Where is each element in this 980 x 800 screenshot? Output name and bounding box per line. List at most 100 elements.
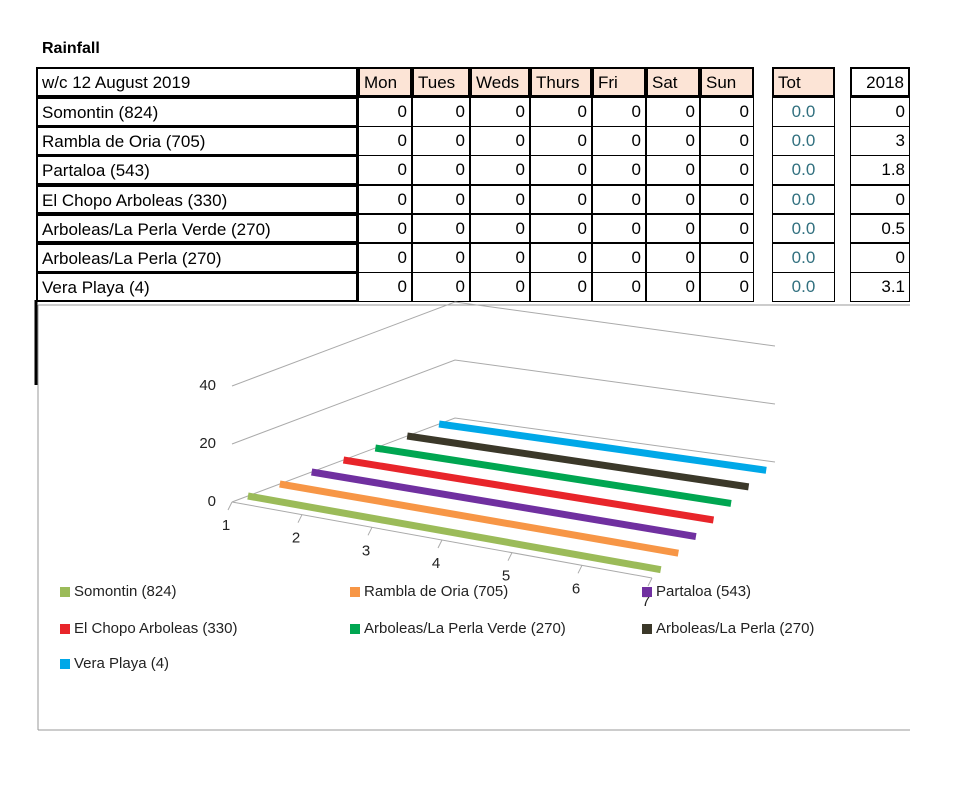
x-tick [367, 527, 373, 536]
table-cell: 0 [358, 126, 412, 156]
legend-label: Somontin (824) [74, 583, 177, 600]
grid-line [231, 301, 776, 387]
table-cell: 0 [470, 213, 530, 244]
table-cell: El Chopo Arboleas (330) [36, 184, 358, 215]
x-tick-label: 2 [292, 530, 300, 547]
table-cell: 0 [470, 126, 530, 156]
table-cell: 1.8 [850, 155, 910, 185]
table-cell: 0 [850, 97, 910, 127]
legend-swatch [350, 624, 360, 634]
table-cell: 0 [850, 243, 910, 273]
table-cell: 0 [646, 155, 700, 185]
y-tick-label: 0 [208, 493, 216, 510]
x-tick [297, 514, 303, 523]
table-cell: 0 [700, 126, 754, 156]
table-cell: 0 [592, 243, 646, 273]
x-tick-label: 5 [502, 568, 510, 585]
table-cell: 0 [850, 184, 910, 215]
table-cell: 0 [592, 126, 646, 156]
x-tick-label: 1 [222, 517, 230, 534]
legend-swatch [642, 587, 652, 597]
table-cell: 0 [358, 243, 412, 273]
table-cell: 0 [646, 97, 700, 127]
table-cell: 0 [412, 213, 470, 244]
table-cell: Arboleas/La Perla (270) [36, 243, 358, 273]
x-tick [577, 565, 583, 574]
legend-swatch [60, 659, 70, 669]
table-cell: 0 [470, 184, 530, 215]
series-line [247, 492, 662, 574]
table-cell: 0 [530, 155, 592, 185]
table-cell: 0 [646, 126, 700, 156]
table-cell: 0 [646, 184, 700, 215]
series-line [342, 456, 715, 524]
table-cell: 0.0 [772, 243, 835, 273]
table-cell: 0 [592, 272, 646, 302]
table-cell: 0 [470, 155, 530, 185]
table-cell: 0 [530, 126, 592, 156]
series-line [374, 444, 732, 507]
table-cell: 0.0 [772, 213, 835, 244]
header-cell: Fri [592, 67, 646, 97]
series-line [438, 420, 767, 474]
table-cell: Partaloa (543) [36, 155, 358, 185]
table-cell: 3.1 [850, 272, 910, 302]
table-cell: 0 [470, 97, 530, 127]
legend-swatch [642, 624, 652, 634]
table-cell: 0 [530, 243, 592, 273]
legend-swatch [60, 624, 70, 634]
table-cell: Rambla de Oria (705) [36, 126, 358, 156]
table-cell: 0.0 [772, 97, 835, 127]
legend-label: Arboleas/La Perla Verde (270) [364, 620, 566, 637]
table-cell: 0 [412, 155, 470, 185]
header-cell: Tot [772, 67, 835, 97]
table-cell: 0 [358, 213, 412, 244]
table-cell: 0 [470, 272, 530, 302]
table-cell: 0 [592, 155, 646, 185]
series-line [311, 468, 697, 541]
x-tick-label: 3 [362, 542, 370, 559]
grid-line [231, 359, 776, 445]
x-tick [507, 552, 513, 561]
table-cell: 0 [700, 272, 754, 302]
table-cell: 0.0 [772, 155, 835, 185]
legend-swatch [350, 587, 360, 597]
table-cell: 0 [700, 97, 754, 127]
table-cell: 0 [700, 184, 754, 215]
legend-label: El Chopo Arboleas (330) [74, 620, 237, 637]
table-cell: 0 [412, 243, 470, 273]
table-cell: 0 [592, 184, 646, 215]
table-cell: 0 [646, 213, 700, 244]
header-cell: 2018 [850, 67, 910, 97]
x-tick [227, 501, 233, 511]
table-cell: 0 [530, 213, 592, 244]
header-cell: Tues [412, 67, 470, 97]
table-cell: 0.0 [772, 126, 835, 156]
table-cell: 0 [592, 213, 646, 244]
x-tick-label: 6 [572, 580, 580, 597]
table-cell: 0 [530, 272, 592, 302]
table-cell: 0 [358, 272, 412, 302]
table-cell: 0 [358, 97, 412, 127]
y-tick-label: 20 [199, 435, 216, 452]
table-cell: 0 [412, 126, 470, 156]
table-cell: 0.0 [772, 184, 835, 215]
header-cell: Thurs [530, 67, 592, 97]
table-cell: 0 [700, 243, 754, 273]
table-cell: 0.0 [772, 272, 835, 302]
table-cell: 0 [646, 272, 700, 302]
table-cell: 0 [412, 184, 470, 215]
table-cell: 0 [646, 243, 700, 273]
y-tick-label: 40 [199, 377, 216, 394]
table-cell: 0 [358, 184, 412, 215]
table-cell: Arboleas/La Perla Verde (270) [36, 213, 358, 244]
table-cell: 0 [700, 155, 754, 185]
header-cell: Sun [700, 67, 754, 97]
table-cell: 0 [530, 184, 592, 215]
table-cell: 0 [470, 243, 530, 273]
series-line [406, 432, 750, 491]
grid-line [231, 417, 776, 503]
table-cell: 0 [412, 272, 470, 302]
